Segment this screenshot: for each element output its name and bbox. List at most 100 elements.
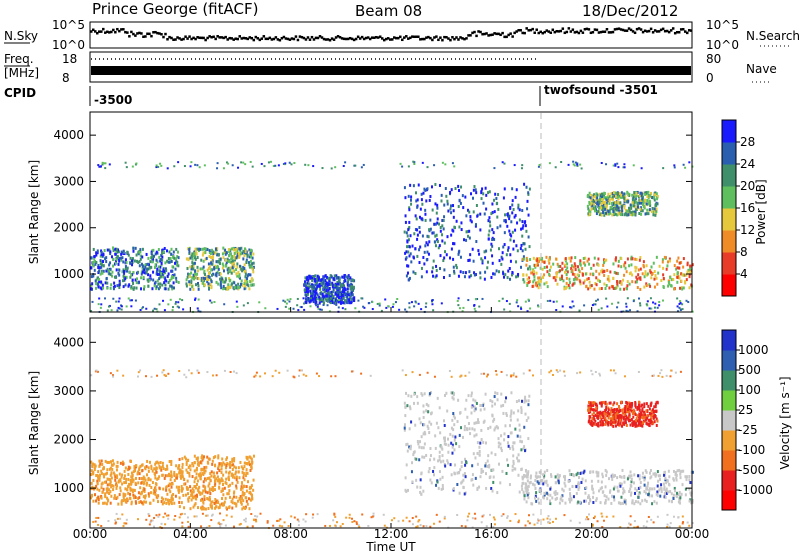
heatmap-cell bbox=[121, 270, 124, 274]
heatmap-cell bbox=[638, 201, 641, 205]
heatmap-cell bbox=[478, 445, 481, 449]
nsky-point bbox=[262, 35, 266, 38]
heatmap-cell bbox=[537, 286, 540, 290]
heatmap-cell bbox=[193, 461, 196, 465]
heatmap-cell bbox=[563, 285, 566, 289]
heatmap-cell bbox=[431, 231, 434, 235]
heatmap-cell bbox=[348, 283, 351, 287]
heatmap-cell bbox=[201, 458, 204, 462]
heatmap-cell bbox=[124, 283, 127, 287]
heatmap-cell bbox=[491, 244, 494, 248]
heatmap-cell bbox=[487, 454, 490, 458]
heatmap-cell bbox=[296, 297, 299, 300]
heatmap-cell bbox=[680, 261, 683, 265]
heatmap-cell bbox=[162, 487, 165, 491]
heatmap-cell bbox=[516, 274, 519, 278]
heatmap-cell bbox=[510, 220, 513, 224]
heatmap-cell bbox=[142, 275, 145, 279]
heatmap-cell bbox=[297, 309, 300, 312]
heatmap-cell bbox=[636, 205, 639, 209]
heatmap-cell bbox=[612, 191, 615, 195]
heatmap-cell bbox=[431, 208, 434, 212]
heatmap-cell bbox=[555, 309, 558, 312]
nsky-point bbox=[324, 38, 328, 41]
heatmap-cell bbox=[579, 163, 582, 166]
heatmap-cell bbox=[653, 270, 656, 274]
heatmap-cell bbox=[124, 487, 127, 491]
heatmap-cell bbox=[339, 281, 342, 285]
heatmap-cell bbox=[640, 191, 643, 195]
heatmap-cell bbox=[173, 478, 176, 482]
heatmap-cell bbox=[648, 307, 651, 310]
heatmap-cell bbox=[153, 282, 156, 286]
heatmap-cell bbox=[629, 213, 632, 217]
heatmap-cell bbox=[573, 262, 576, 266]
heatmap-cell bbox=[479, 228, 482, 232]
heatmap-cell bbox=[432, 469, 435, 473]
heatmap-cell bbox=[622, 278, 625, 282]
heatmap-cell bbox=[506, 276, 509, 280]
heatmap-cell bbox=[249, 468, 252, 472]
heatmap-cell bbox=[665, 487, 668, 491]
heatmap-cell bbox=[149, 260, 152, 264]
heatmap-cell bbox=[228, 254, 231, 258]
heatmap-cell bbox=[244, 474, 247, 478]
heatmap-cell bbox=[475, 433, 478, 437]
heatmap-cell bbox=[187, 492, 190, 496]
heatmap-cell bbox=[684, 166, 687, 169]
heatmap-cell bbox=[457, 304, 460, 307]
heatmap-cell bbox=[640, 209, 643, 213]
heatmap-cell bbox=[601, 194, 604, 198]
heatmap-cell bbox=[413, 392, 416, 396]
heatmap-cell bbox=[652, 472, 655, 476]
heatmap-cell bbox=[246, 302, 249, 305]
heatmap-cell bbox=[637, 486, 640, 490]
heatmap-cell bbox=[243, 254, 246, 258]
heatmap-cell bbox=[527, 484, 530, 488]
heatmap-cell bbox=[520, 448, 523, 452]
heatmap-cell bbox=[520, 484, 523, 488]
heatmap-cell bbox=[632, 164, 635, 167]
heatmap-cell bbox=[546, 270, 549, 274]
heatmap-cell bbox=[500, 449, 503, 453]
nsky-point bbox=[286, 37, 290, 41]
nsky-point bbox=[545, 29, 549, 32]
heatmap-cell bbox=[335, 303, 338, 306]
heatmap-cell bbox=[517, 399, 520, 403]
heatmap-cell bbox=[194, 297, 197, 300]
nsky-point bbox=[388, 38, 392, 41]
heatmap-cell bbox=[346, 297, 349, 301]
heatmap-cell bbox=[656, 484, 659, 488]
heatmap-cell bbox=[527, 267, 530, 271]
heatmap-cell bbox=[160, 468, 163, 472]
heatmap-cell bbox=[148, 278, 151, 282]
heatmap-cell bbox=[470, 478, 473, 482]
heatmap-cell bbox=[162, 299, 165, 302]
heatmap-cell bbox=[572, 473, 575, 477]
heatmap-cell bbox=[432, 259, 435, 263]
heatmap-cell bbox=[652, 301, 655, 304]
heatmap-cell bbox=[446, 459, 449, 463]
heatmap-cell bbox=[575, 473, 578, 477]
heatmap-cell bbox=[97, 495, 100, 499]
heatmap-cell bbox=[203, 279, 206, 283]
heatmap-cell bbox=[635, 266, 638, 270]
heatmap-cell bbox=[421, 455, 424, 459]
heatmap-cell bbox=[232, 269, 235, 273]
heatmap-cell bbox=[100, 260, 103, 264]
heatmap-cell bbox=[601, 472, 604, 476]
heatmap-cell bbox=[226, 462, 229, 466]
heatmap-cell bbox=[691, 499, 694, 503]
y-tick-label: 3000 bbox=[53, 174, 84, 188]
heatmap-cell bbox=[535, 471, 538, 475]
heatmap-cell bbox=[590, 284, 593, 288]
heatmap-cell bbox=[187, 499, 190, 503]
heatmap-cell bbox=[682, 257, 685, 261]
heatmap-cell bbox=[325, 275, 328, 279]
nsky-point bbox=[607, 31, 611, 34]
heatmap-cell bbox=[106, 496, 109, 500]
heatmap-cell bbox=[194, 485, 197, 489]
heatmap-cell bbox=[193, 480, 196, 484]
heatmap-cell bbox=[470, 391, 473, 395]
heatmap-cell bbox=[521, 226, 524, 230]
